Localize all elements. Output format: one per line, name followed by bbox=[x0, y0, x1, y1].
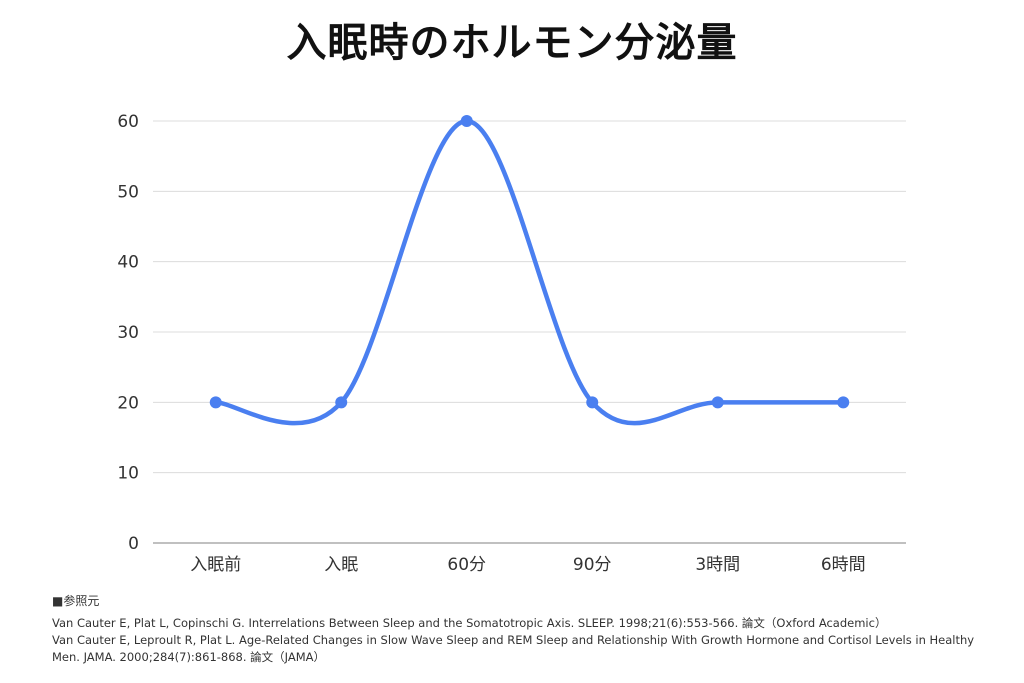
x-tick-label: 入眠前 bbox=[190, 555, 241, 575]
reference-line: Men. JAMA. 2000;284(7):861-868. 論文（JAMA） bbox=[52, 650, 326, 664]
x-tick-label: 入眠 bbox=[324, 555, 358, 575]
y-tick-label: 50 bbox=[117, 182, 139, 202]
y-tick-label: 60 bbox=[117, 112, 139, 132]
data-points bbox=[209, 115, 850, 409]
y-tick-label: 10 bbox=[117, 464, 139, 484]
x-axis-ticks: 入眠前 入眠 60分 90分 3時間 6時間 bbox=[190, 555, 865, 575]
y-tick-label: 0 bbox=[128, 534, 139, 554]
y-tick-label: 30 bbox=[117, 323, 139, 343]
reference-line: Van Cauter E, Leproult R, Plat L. Age-Re… bbox=[52, 633, 975, 647]
x-tick-label: 3時間 bbox=[695, 555, 740, 575]
x-tick-label: 60分 bbox=[447, 555, 486, 575]
line-chart: 0 10 20 30 40 50 60 入眠前 入眠 60分 90分 3時間 6時間 bbox=[117, 112, 906, 575]
data-point bbox=[837, 396, 850, 409]
y-tick-label: 40 bbox=[117, 253, 139, 273]
y-axis-ticks: 0 10 20 30 40 50 60 bbox=[117, 112, 139, 554]
data-point bbox=[586, 396, 599, 409]
grid-lines bbox=[153, 120, 906, 544]
data-point bbox=[209, 396, 222, 409]
chart-title: 入眠時のホルモン分泌量 bbox=[286, 20, 738, 66]
data-point bbox=[335, 396, 348, 409]
reference-line: Van Cauter E, Plat L, Copinschi G. Inter… bbox=[52, 616, 887, 630]
data-point bbox=[460, 115, 473, 127]
source-heading: ■参照元 bbox=[52, 594, 100, 608]
series-line bbox=[213, 118, 846, 426]
data-point bbox=[711, 396, 724, 409]
y-tick-label: 20 bbox=[117, 393, 139, 413]
reference-list: Van Cauter E, Plat L, Copinschi G. Inter… bbox=[52, 615, 1002, 666]
series-line-group bbox=[213, 118, 846, 426]
x-tick-label: 90分 bbox=[573, 555, 612, 575]
x-tick-label: 6時間 bbox=[821, 555, 866, 575]
